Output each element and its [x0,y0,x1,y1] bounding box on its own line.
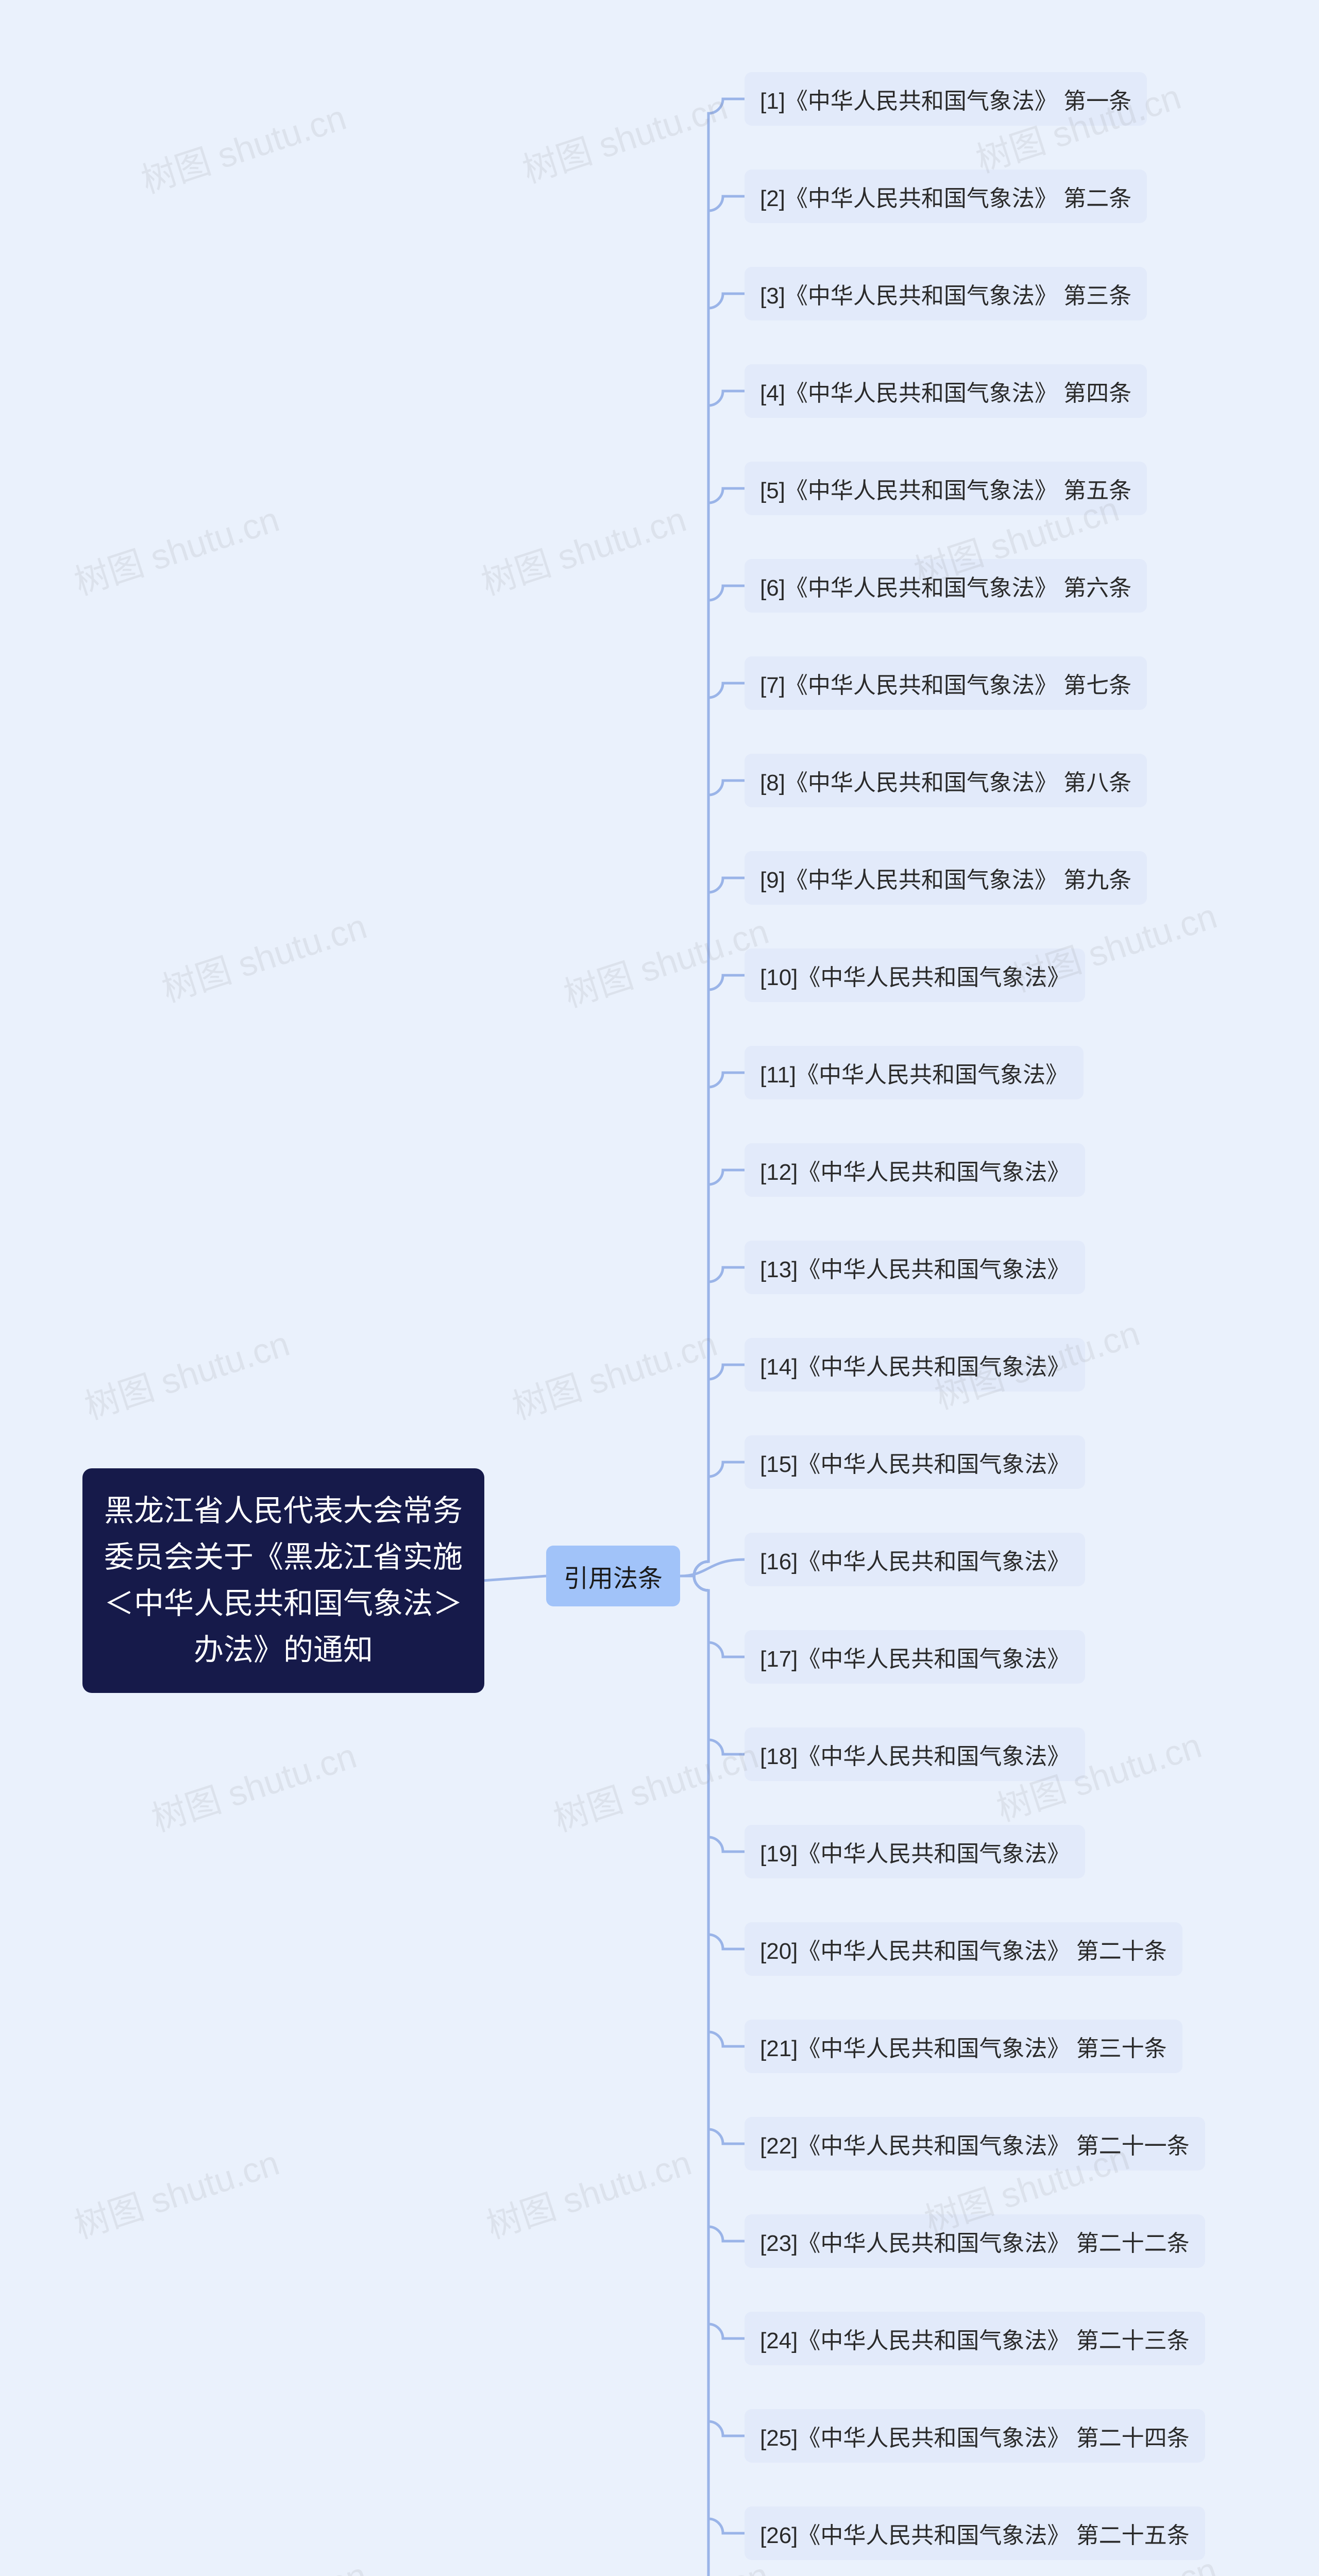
leaf-node: [8]《中华人民共和国气象法》 第八条 [745,754,1147,807]
leaf-label: [16]《中华人民共和国气象法》 [760,1543,1070,1576]
leaf-label: [21]《中华人民共和国气象法》 第三十条 [760,2030,1167,2063]
leaf-node: [25]《中华人民共和国气象法》 第二十四条 [745,2409,1205,2463]
watermark: 树图 shutu.cn [556,2547,774,2576]
leaf-label: [24]《中华人民共和国气象法》 第二十三条 [760,2322,1190,2355]
leaf-node: [23]《中华人民共和国气象法》 第二十二条 [745,2214,1205,2268]
leaf-label: [6]《中华人民共和国气象法》 第六条 [760,569,1131,602]
leaf-label: [19]《中华人民共和国气象法》 [760,1835,1070,1868]
root-node: 黑龙江省人民代表大会常务委员会关于《黑龙江省实施＜中华人民共和国气象法＞办法》的… [82,1468,484,1693]
leaf-node: [26]《中华人民共和国气象法》 第二十五条 [745,2506,1205,2560]
watermark: 树图 shutu.cn [67,2134,284,2248]
leaf-node: [3]《中华人民共和国气象法》 第三条 [745,267,1147,320]
leaf-node: [14]《中华人民共和国气象法》 [745,1338,1085,1392]
leaf-label: [23]《中华人民共和国气象法》 第二十二条 [760,2225,1190,2258]
leaf-node: [17]《中华人民共和国气象法》 [745,1630,1085,1684]
watermark: 树图 shutu.cn [505,1315,722,1429]
leaf-node: [19]《中华人民共和国气象法》 [745,1825,1085,1878]
watermark: 树图 shutu.cn [77,1315,295,1429]
watermark: 树图 shutu.cn [67,491,284,605]
leaf-label: [3]《中华人民共和国气象法》 第三条 [760,277,1131,310]
leaf-node: [15]《中华人民共和国气象法》 [745,1435,1085,1489]
watermark: 树图 shutu.cn [546,1727,764,1841]
leaf-node: [2]《中华人民共和国气象法》 第二条 [745,170,1147,223]
leaf-label: [9]《中华人民共和国气象法》 第九条 [760,861,1131,894]
leaf-label: [10]《中华人民共和国气象法》 [760,959,1070,992]
leaf-label: [14]《中华人民共和国气象法》 [760,1348,1070,1381]
leaf-node: [4]《中华人民共和国气象法》 第四条 [745,364,1147,418]
leaf-label: [8]《中华人民共和国气象法》 第八条 [760,764,1131,797]
leaf-label: [18]《中华人民共和国气象法》 [760,1738,1070,1771]
leaf-node: [16]《中华人民共和国气象法》 [745,1533,1085,1586]
leaf-label: [4]《中华人民共和国气象法》 第四条 [760,375,1131,408]
watermark: 树图 shutu.cn [556,903,774,1017]
leaf-label: [20]《中华人民共和国气象法》 第二十条 [760,1933,1167,1965]
leaf-node: [21]《中华人民共和国气象法》 第三十条 [745,2020,1182,2073]
leaf-node: [7]《中华人民共和国气象法》 第七条 [745,656,1147,710]
watermark: 树图 shutu.cn [474,491,691,605]
watermark: 树图 shutu.cn [479,2134,697,2248]
watermark: 树图 shutu.cn [155,898,372,1012]
leaf-node: [11]《中华人民共和国气象法》 [745,1046,1084,1099]
leaf-node: [18]《中华人民共和国气象法》 [745,1727,1085,1781]
leaf-node: [9]《中华人民共和国气象法》 第九条 [745,851,1147,905]
leaf-label: [15]《中华人民共和国气象法》 [760,1446,1070,1479]
leaf-label: [5]《中华人民共和国气象法》 第五条 [760,472,1131,505]
leaf-label: [26]《中华人民共和国气象法》 第二十五条 [760,2517,1190,2550]
leaf-label: [13]《中华人民共和国气象法》 [760,1251,1070,1284]
leaf-node: [10]《中华人民共和国气象法》 [745,948,1085,1002]
leaf-label: [17]《中华人民共和国气象法》 [760,1640,1070,1673]
leaf-label: [25]《中华人民共和国气象法》 第二十四条 [760,2419,1190,2452]
leaf-node: [24]《中华人民共和国气象法》 第二十三条 [745,2312,1205,2365]
leaf-node: [12]《中华人民共和国气象法》 [745,1143,1085,1197]
leaf-node: [1]《中华人民共和国气象法》 第一条 [745,72,1147,126]
root-label: 黑龙江省人民代表大会常务委员会关于《黑龙江省实施＜中华人民共和国气象法＞办法》的… [103,1488,464,1673]
leaf-label: [2]《中华人民共和国气象法》 第二条 [760,180,1131,213]
mid-label: 引用法条 [564,1558,663,1594]
watermark: 树图 shutu.cn [515,79,733,193]
mid-node: 引用法条 [546,1546,680,1606]
leaf-node: [6]《中华人民共和国气象法》 第六条 [745,559,1147,613]
leaf-label: [12]《中华人民共和国气象法》 [760,1154,1070,1187]
leaf-label: [1]《中华人民共和国气象法》 第一条 [760,82,1131,115]
watermark: 树图 shutu.cn [134,89,351,203]
leaf-node: [13]《中华人民共和国气象法》 [745,1241,1085,1294]
watermark: 树图 shutu.cn [155,2547,372,2576]
leaf-node: [20]《中华人民共和国气象法》 第二十条 [745,1922,1182,1976]
leaf-node: [22]《中华人民共和国气象法》 第二十一条 [745,2117,1205,2171]
leaf-label: [11]《中华人民共和国气象法》 [760,1056,1068,1089]
leaf-label: [7]《中华人民共和国气象法》 第七条 [760,667,1131,700]
leaf-node: [5]《中华人民共和国气象法》 第五条 [745,462,1147,515]
leaf-label: [22]《中华人民共和国气象法》 第二十一条 [760,2127,1190,2160]
watermark: 树图 shutu.cn [144,1727,362,1841]
